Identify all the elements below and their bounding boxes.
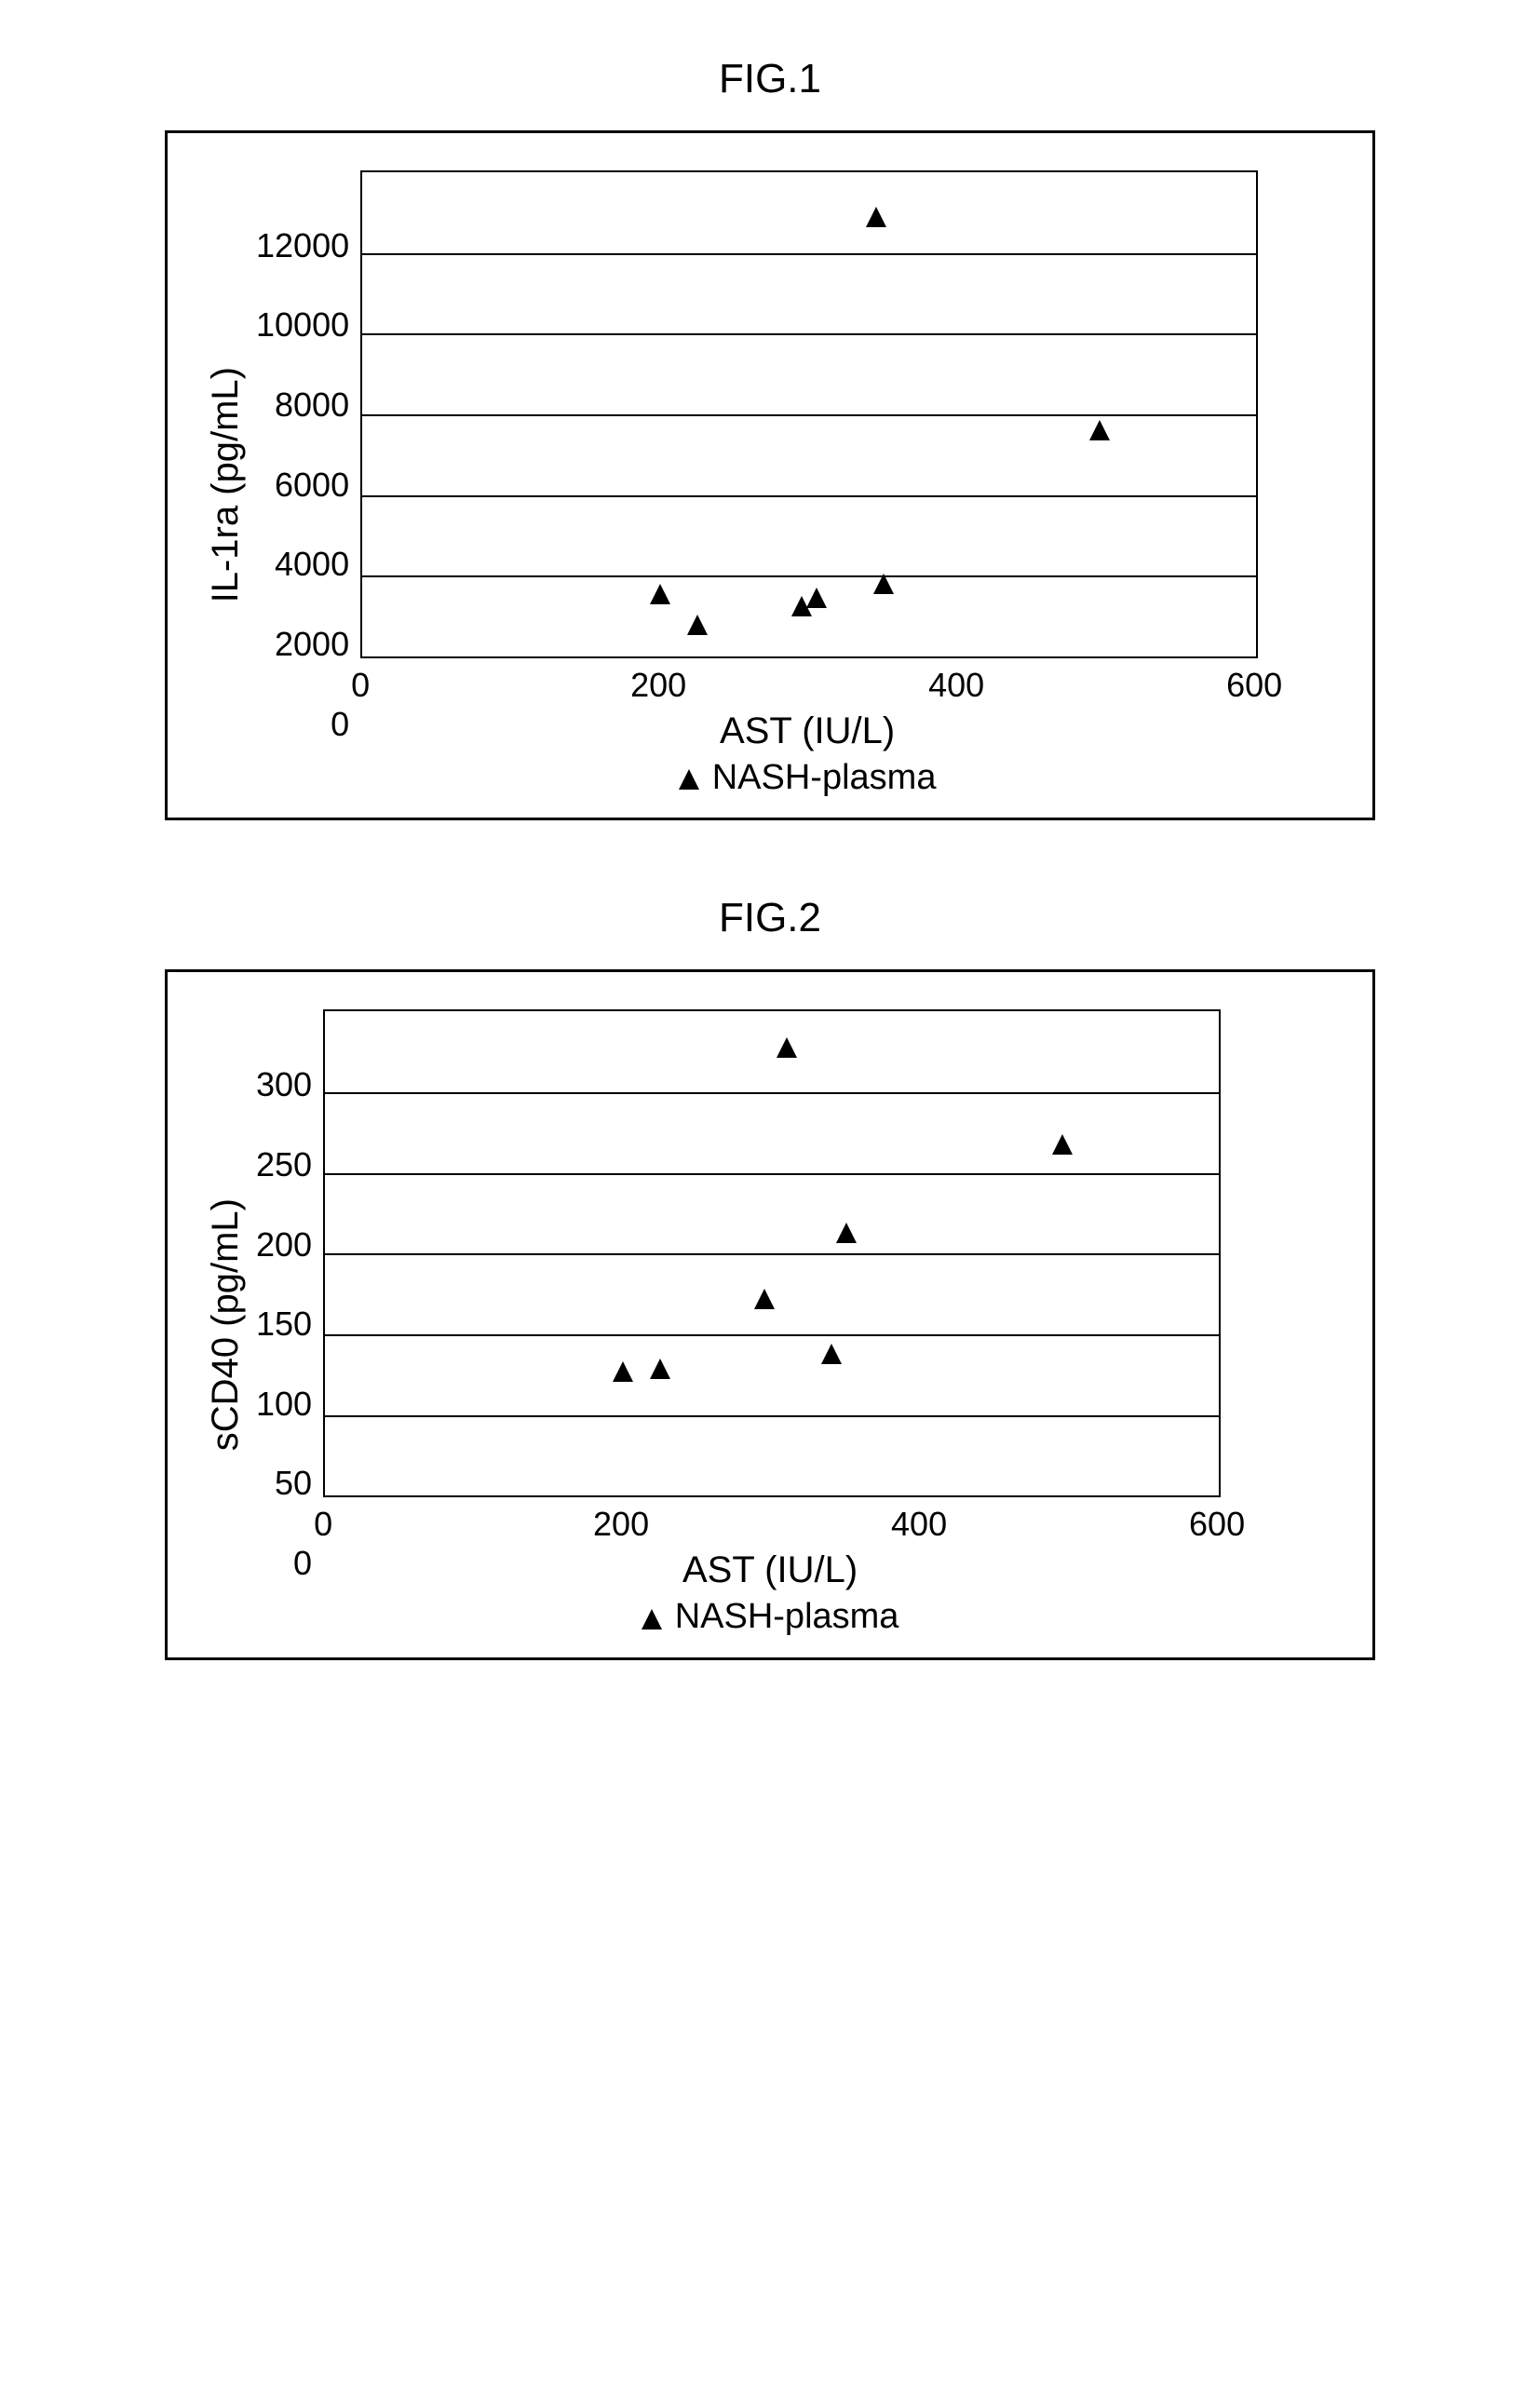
y-tick-label: 100 (256, 1385, 312, 1424)
y-tick-label: 12000 (256, 226, 349, 265)
gridline (362, 414, 1256, 416)
gridline (362, 333, 1256, 335)
legend: NASH-plasma (360, 758, 1254, 799)
legend: NASH-plasma (323, 1597, 1217, 1638)
y-tick-label: 250 (256, 1145, 312, 1184)
y-tick-label: 0 (256, 705, 349, 744)
y-tick-label: 4000 (256, 545, 349, 584)
y-tick-label: 300 (256, 1065, 312, 1104)
legend-marker-icon (642, 1599, 662, 1639)
x-axis-ticks: 0200400600 (360, 666, 1254, 707)
y-tick-label: 2000 (256, 625, 349, 664)
gridline (325, 1173, 1219, 1175)
x-tick-label: 200 (593, 1505, 649, 1544)
x-axis-label: AST (IU/L) (360, 710, 1254, 752)
gridline (362, 253, 1256, 255)
legend-marker-icon (679, 759, 699, 799)
x-tick-label: 400 (891, 1505, 947, 1544)
y-tick-label: 10000 (256, 305, 349, 345)
y-axis-ticks: 12000 10000 8000 6000 4000 2000 0 (256, 226, 349, 744)
legend-label: NASH-plasma (675, 1597, 899, 1636)
gridline (362, 575, 1256, 577)
x-tick-label: 600 (1189, 1505, 1245, 1544)
gridline (325, 1415, 1219, 1417)
legend-label: NASH-plasma (712, 758, 937, 797)
figure-block: FIG.1IL-1ra (pg/mL)120001000080006000400… (37, 56, 1503, 820)
x-tick-label: 400 (928, 666, 984, 705)
y-axis-label: IL-1ra (pg/mL) (205, 367, 247, 602)
plot-area (323, 1009, 1221, 1497)
x-tick-label: 0 (351, 666, 370, 705)
y-axis-label: sCD40 (pg/mL) (205, 1198, 247, 1451)
x-tick-label: 200 (630, 666, 686, 705)
x-axis-label: AST (IU/L) (323, 1549, 1217, 1591)
figure-block: FIG.2sCD40 (pg/mL)300250200150100500 020… (37, 895, 1503, 1659)
y-tick-label: 150 (256, 1305, 312, 1344)
x-axis-ticks: 0200400600 (323, 1505, 1217, 1546)
y-tick-label: 200 (256, 1225, 312, 1264)
gridline (362, 495, 1256, 497)
y-tick-label: 8000 (256, 385, 349, 425)
x-tick-label: 0 (314, 1505, 332, 1544)
gridline (325, 1334, 1219, 1336)
plot-area (360, 170, 1258, 658)
y-axis-ticks: 300 250 200 150 100 50 0 (256, 1065, 312, 1583)
gridline (325, 1092, 1219, 1094)
y-tick-label: 6000 (256, 466, 349, 505)
y-tick-label: 0 (256, 1544, 312, 1583)
chart-container: sCD40 (pg/mL)300250200150100500 02004006… (165, 969, 1375, 1659)
gridline (325, 1253, 1219, 1255)
figure-title: FIG.1 (37, 56, 1503, 102)
x-tick-label: 600 (1226, 666, 1282, 705)
figure-title: FIG.2 (37, 895, 1503, 941)
chart-container: IL-1ra (pg/mL)12000100008000600040002000… (165, 130, 1375, 820)
y-tick-label: 50 (256, 1464, 312, 1503)
